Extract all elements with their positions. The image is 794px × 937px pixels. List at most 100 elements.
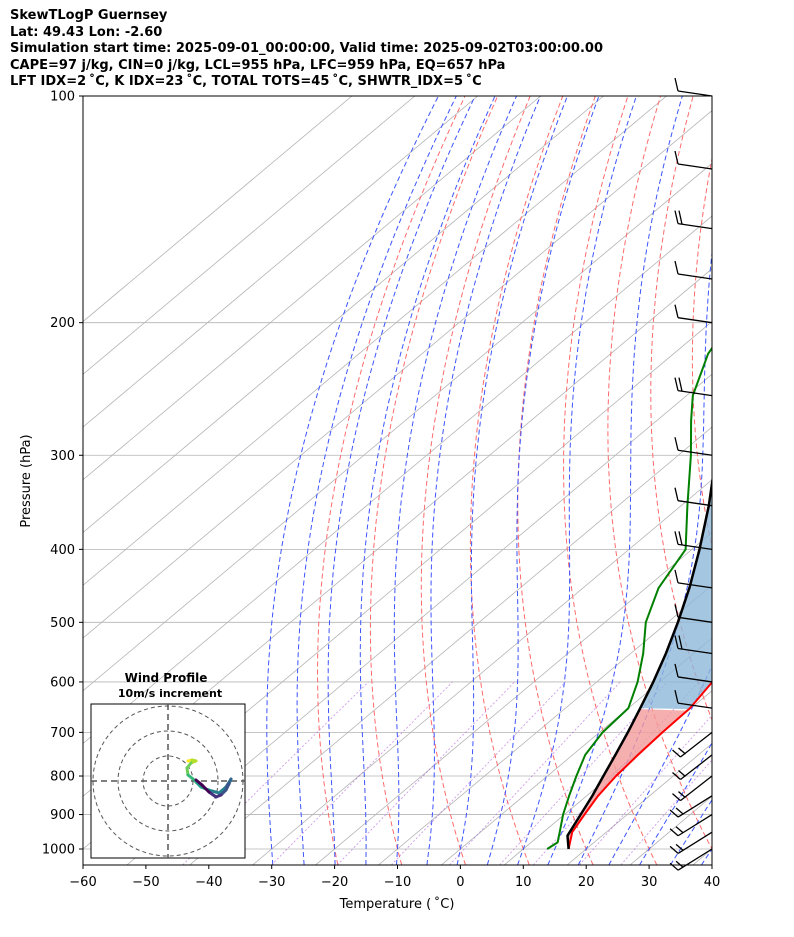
- wind-barb: [674, 260, 713, 280]
- y-tick-label: 100: [50, 90, 75, 105]
- isotherm-line: [83, 96, 667, 586]
- mixing-ratio-line: [532, 681, 700, 865]
- wind-barb: [674, 210, 713, 230]
- mixing-ratio-line: [390, 681, 566, 865]
- x-tick-label: 10: [515, 875, 532, 890]
- y-tick-label: 400: [50, 543, 75, 558]
- x-tick-label: −10: [384, 875, 411, 890]
- isotherm-line: [189, 426, 712, 865]
- isotherm-line: [83, 96, 416, 375]
- cin-area: [567, 709, 688, 849]
- parcel-profile-line: [566, 474, 712, 850]
- isotherm-line: [83, 162, 712, 692]
- moist-adiabat: [296, 96, 457, 865]
- x-tick-label: 40: [704, 875, 721, 890]
- dry-adiabat: [420, 96, 531, 865]
- moist-adiabat: [517, 96, 637, 865]
- y-tick-label: 300: [50, 449, 75, 464]
- mixing-ratio-line: [499, 681, 668, 865]
- y-axis-label: Pressure (hPa): [19, 434, 34, 527]
- wind-barb: [672, 754, 713, 781]
- dry-adiabat: [772, 96, 794, 865]
- x-tick-label: −40: [195, 875, 222, 890]
- dry-adiabat: [733, 96, 794, 865]
- wind-barb: [674, 377, 713, 397]
- wind-barb: [669, 813, 713, 837]
- instability-line: CAPE=97 j/kg, CIN=0 j/kg, LCL=955 hPa, L…: [10, 57, 506, 73]
- isotherm-line: [441, 637, 712, 865]
- wind-barb: [674, 77, 713, 97]
- wind-barb: [674, 304, 713, 324]
- isotherm-line: [252, 479, 712, 865]
- moist-adiabat: [393, 96, 517, 865]
- cape-cin-fill: [567, 483, 712, 849]
- time-line: Simulation start time: 2025-09-01_00:00:…: [10, 41, 603, 57]
- wind-barb: [674, 531, 713, 550]
- isotherm-line: [83, 96, 541, 481]
- hodograph-ring: [117, 730, 219, 832]
- x-tick-label: −60: [69, 875, 96, 890]
- x-axis-label: Temperature ( ˚C): [339, 896, 455, 912]
- wind-barb: [674, 150, 713, 170]
- wind-barb: [674, 689, 713, 709]
- temperature-profile-line: [567, 680, 712, 850]
- isotherm-line: [756, 96, 794, 865]
- dry-adiabat: [563, 96, 658, 865]
- wind-profile-hodograph: [90, 703, 246, 859]
- wind-barbs: [669, 77, 713, 871]
- wind-barb: [672, 775, 713, 802]
- hodograph-trace-segment: [217, 785, 228, 795]
- isotherm-line: [83, 96, 604, 534]
- dewpoint-profile-line: [546, 346, 712, 850]
- moist-adiabat: [486, 96, 600, 865]
- y-tick-label: 500: [50, 616, 75, 631]
- moist-adiabat: [359, 96, 496, 865]
- isotherm-line: [504, 690, 712, 865]
- wind-barb: [674, 487, 713, 507]
- dry-adiabat: [517, 96, 596, 865]
- moist-adiabat: [327, 96, 476, 865]
- chart-header: SkewTLogP Guernsey Lat: 49.43 Lon: -2.60…: [10, 8, 603, 91]
- hodograph-trace-segment: [194, 778, 204, 787]
- isotherm-line: [83, 96, 479, 428]
- mixing-ratio-line: [336, 681, 515, 865]
- isotherm-line: [83, 110, 712, 639]
- wind-barb: [674, 635, 713, 655]
- wind-barb: [669, 848, 713, 871]
- cape-area: [640, 483, 712, 710]
- moist-adiabat: [547, 96, 683, 865]
- wind-barb: [674, 569, 713, 589]
- x-tick-label: 0: [456, 875, 464, 890]
- isotherm-line: [126, 373, 712, 865]
- chart-title: SkewTLogP Guernsey: [10, 8, 168, 23]
- isotherm-line: [83, 96, 353, 323]
- x-axis-ticks: −60 −50 −40 −30 −20 −10 0 10 20 30 40: [69, 865, 720, 890]
- y-axis-ticks: 1000 900 800 700 600 500 400 300 200 100: [42, 90, 83, 858]
- y-tick-label: 200: [50, 316, 75, 331]
- y-tick-label: 800: [50, 770, 75, 785]
- x-tick-label: −20: [321, 875, 348, 890]
- moist-adiabat: [639, 742, 712, 865]
- mixing-ratio-line: [449, 681, 621, 865]
- moist-adiabat: [700, 848, 712, 865]
- index-line: LFT IDX=2 ˚C, K IDX=23 ˚C, TOTAL TOTS=45…: [10, 74, 482, 90]
- moist-adiabat: [426, 96, 541, 865]
- hodograph-subtitle: 10m/s increment: [118, 687, 222, 700]
- mixing-ratio-line: [620, 759, 712, 865]
- wind-barb: [674, 437, 713, 456]
- isotherm-line: [378, 584, 712, 865]
- hodograph-trace-segment: [200, 783, 211, 794]
- mixing-ratio-line: [182, 681, 369, 865]
- moist-adiabat: [577, 248, 712, 865]
- y-tick-label: 900: [50, 808, 75, 823]
- wind-barb: [674, 604, 713, 623]
- x-tick-label: 20: [578, 875, 595, 890]
- moist-adiabat: [456, 96, 568, 865]
- wind-barb: [674, 663, 713, 683]
- mixing-ratio-line: [579, 714, 712, 865]
- wind-barb: [669, 831, 713, 854]
- y-tick-label: 600: [50, 675, 75, 690]
- isotherm-line: [315, 532, 712, 865]
- x-tick-label: 30: [641, 875, 658, 890]
